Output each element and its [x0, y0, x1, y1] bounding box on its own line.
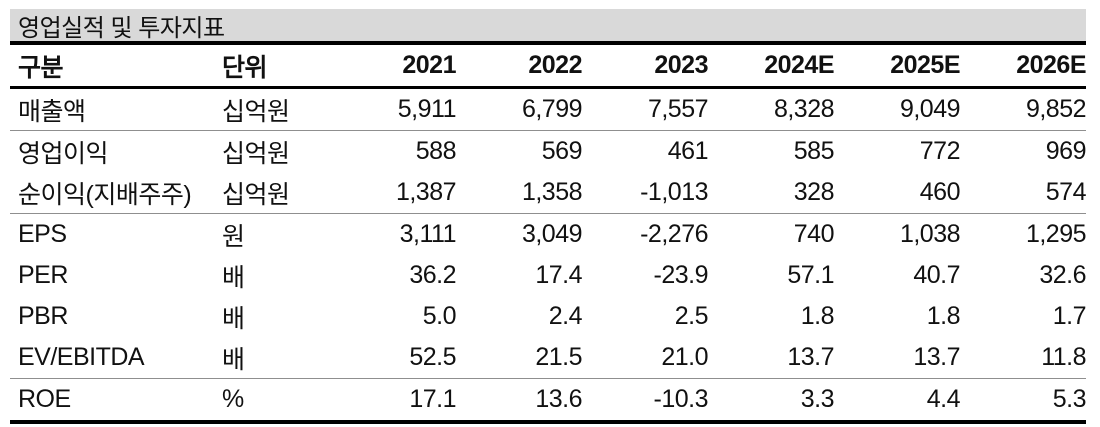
value-cell: 21.0	[582, 337, 708, 379]
col-header-category: 구분	[10, 45, 222, 89]
row-unit: 원	[222, 222, 245, 251]
value-cell: -1,013	[582, 172, 708, 214]
value-cell: 5.0	[422, 302, 456, 330]
value-cell: 7,557	[582, 87, 708, 131]
value-cell: 17.1	[330, 378, 456, 424]
value-cell: -10.3	[582, 378, 708, 424]
value-cell: 1.8	[926, 302, 960, 330]
table-row-ev-ebitda: EV/EBITDA 배 52.5 21.5 21.0 13.7 13.7 11.…	[10, 337, 1086, 379]
value-cell: 585	[793, 137, 834, 165]
row-label: PBR	[18, 302, 68, 330]
row-unit: 배	[222, 337, 330, 379]
row-unit: 배	[222, 304, 245, 333]
value-cell: -23.9	[653, 261, 708, 289]
table-row-per: PER 배 36.2 17.4 -23.9 57.1 40.7 32.6	[10, 255, 1086, 296]
row-label: EPS	[18, 220, 67, 248]
row-label: 순이익(지배주주)	[10, 172, 222, 214]
table-row-operating-profit: 영업이익 십억원 588 569 461 585 772 969	[10, 131, 1086, 173]
col-header-2025e: 2025E	[834, 45, 960, 89]
value-cell: 8,328	[708, 87, 834, 131]
value-cell: -2,276	[640, 220, 708, 248]
value-cell: 3.3	[708, 378, 834, 424]
value-cell: 13.6	[456, 378, 582, 424]
value-cell: 52.5	[330, 337, 456, 379]
value-cell: 1.7	[1052, 302, 1086, 330]
table-row-revenue: 매출액 십억원 5,911 6,799 7,557 8,328 9,049 9,…	[10, 87, 1086, 131]
value-cell: 5.3	[960, 378, 1086, 424]
value-cell: 9,852	[960, 87, 1086, 131]
value-cell: 461	[667, 137, 708, 165]
value-cell: 11.8	[960, 337, 1086, 379]
value-cell: 13.7	[834, 337, 960, 379]
row-label: ROE	[10, 378, 222, 424]
value-cell: 569	[541, 137, 582, 165]
row-label: PER	[18, 261, 68, 289]
col-header-2021: 2021	[330, 45, 456, 89]
col-header-2022: 2022	[456, 45, 582, 89]
table-row-roe: ROE % 17.1 13.6 -10.3 3.3 4.4 5.3	[10, 378, 1086, 424]
col-header-2026e: 2026E	[960, 45, 1086, 89]
value-cell: 1,387	[330, 172, 456, 214]
value-cell: 1,358	[456, 172, 582, 214]
row-unit: 배	[222, 263, 245, 292]
value-cell: 21.5	[456, 337, 582, 379]
table-title-bar: 영업실적 및 투자지표	[10, 9, 1086, 45]
row-unit: 십억원	[222, 139, 290, 168]
value-cell: 2.5	[674, 302, 708, 330]
value-cell: 969	[1045, 137, 1086, 165]
value-cell: 3,111	[399, 220, 456, 248]
table-row-eps: EPS 원 3,111 3,049 -2,276 740 1,038 1,295	[10, 214, 1086, 256]
value-cell: 9,049	[834, 87, 960, 131]
value-cell: 460	[834, 172, 960, 214]
value-cell: 772	[919, 137, 960, 165]
value-cell: 13.7	[708, 337, 834, 379]
value-cell: 3,049	[521, 220, 582, 248]
financials-table: 구분 단위 2021 2022 2023 2024E 2025E 2026E 매…	[10, 45, 1086, 424]
value-cell: 17.4	[535, 261, 582, 289]
row-label: 영업이익	[18, 139, 109, 168]
table-row-net-profit: 순이익(지배주주) 십억원 1,387 1,358 -1,013 328 460…	[10, 172, 1086, 214]
financials-section: 영업실적 및 투자지표 구분 단위 2021 2022 2023 2024E 2…	[10, 9, 1086, 424]
value-cell: 1.8	[800, 302, 834, 330]
value-cell: 32.6	[1039, 261, 1086, 289]
row-unit: 십억원	[222, 172, 330, 214]
value-cell: 740	[793, 220, 834, 248]
value-cell: 574	[960, 172, 1086, 214]
value-cell: 36.2	[409, 261, 456, 289]
row-unit: %	[222, 378, 330, 424]
row-unit: 십억원	[222, 87, 330, 131]
value-cell: 6,799	[456, 87, 582, 131]
row-label: 매출액	[10, 87, 222, 131]
row-label: EV/EBITDA	[10, 337, 222, 379]
value-cell: 328	[708, 172, 834, 214]
value-cell: 4.4	[834, 378, 960, 424]
table-title: 영업실적 및 투자지표	[18, 14, 225, 42]
col-header-2024e: 2024E	[708, 45, 834, 89]
value-cell: 40.7	[913, 261, 960, 289]
col-header-2023: 2023	[582, 45, 708, 89]
value-cell: 2.4	[548, 302, 582, 330]
value-cell: 1,038	[899, 220, 960, 248]
col-header-unit: 단위	[222, 45, 330, 89]
value-cell: 5,911	[330, 87, 456, 131]
table-row-pbr: PBR 배 5.0 2.4 2.5 1.8 1.8 1.7	[10, 296, 1086, 337]
value-cell: 57.1	[787, 261, 834, 289]
header-row: 구분 단위 2021 2022 2023 2024E 2025E 2026E	[10, 45, 1086, 89]
value-cell: 588	[415, 137, 456, 165]
value-cell: 1,295	[1025, 220, 1086, 248]
